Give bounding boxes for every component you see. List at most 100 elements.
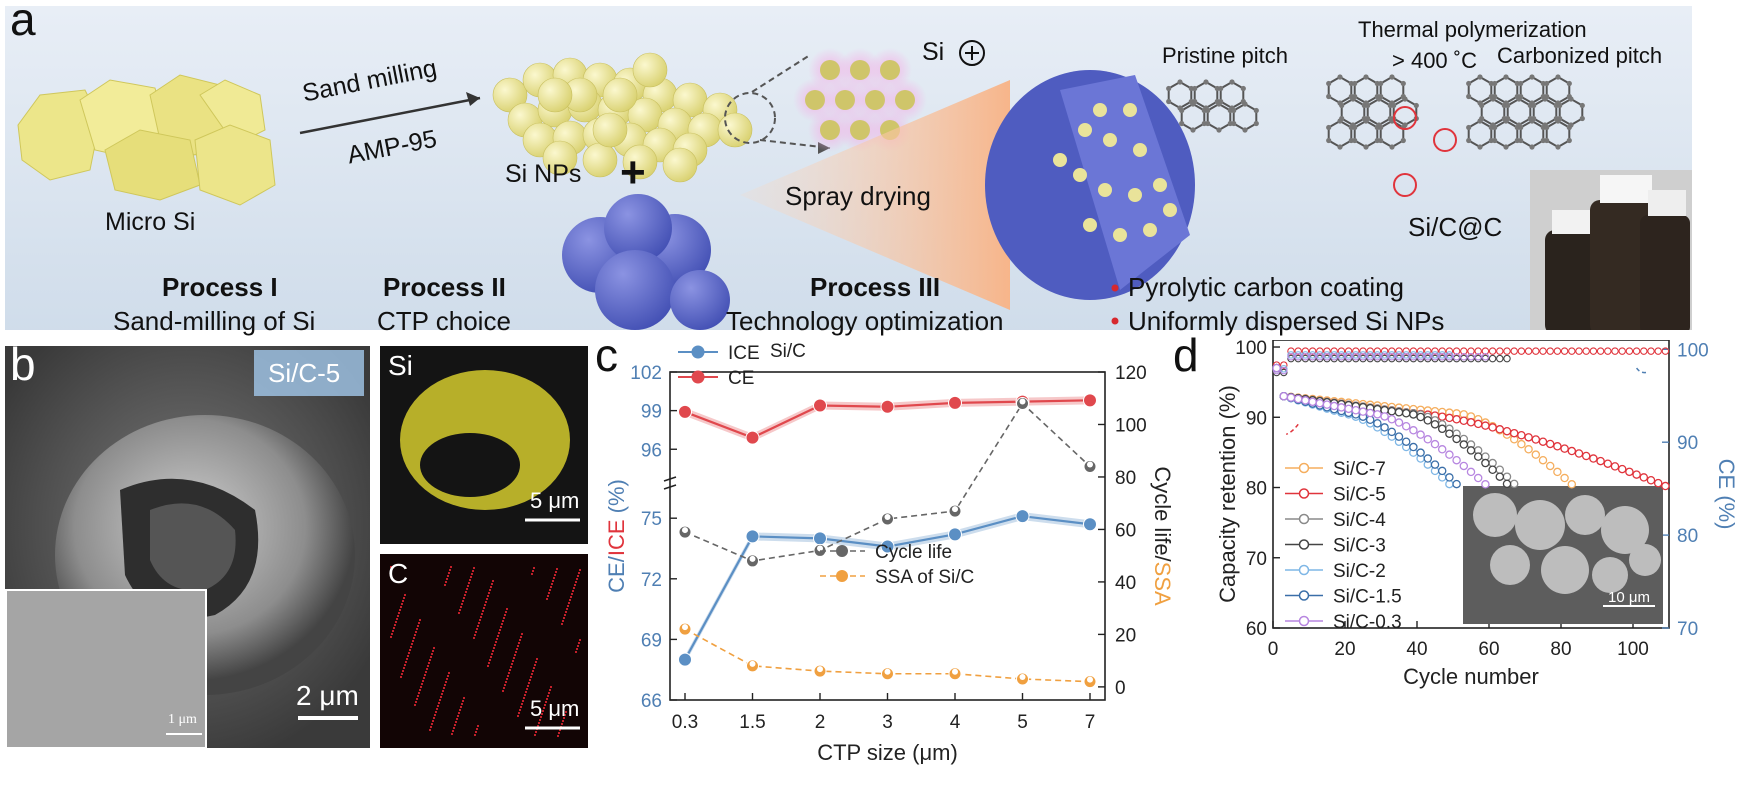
x-tick-label: 5 (1017, 712, 1028, 733)
ce-point (1359, 352, 1367, 361)
capacity-point (1481, 458, 1490, 468)
capacity-point (1596, 456, 1605, 466)
left-axis-title: CE/ICE (%) (604, 479, 629, 593)
right-tick-label: 0 (1115, 678, 1126, 699)
legend-label: ICE (728, 343, 760, 364)
x-tick-label: 80 (1550, 639, 1571, 660)
capacity-point (1416, 448, 1425, 457)
scale-bar-main: 2 μm (296, 680, 359, 711)
data-point-highlight (817, 666, 823, 673)
data-point (948, 395, 962, 410)
data-point (678, 404, 692, 419)
sample-tag-text: Si/C-5 (268, 358, 341, 388)
capacity-point (1625, 467, 1634, 477)
ce-point (1496, 354, 1504, 363)
data-point-highlight (1087, 461, 1093, 468)
data-point-highlight (884, 513, 891, 520)
pristine-pitch-label: Pristine pitch (1162, 43, 1288, 68)
ce-point (1323, 347, 1331, 355)
capacity-point (1401, 437, 1411, 446)
inset-particle (1473, 493, 1517, 537)
capacity-point (1567, 480, 1577, 489)
capacity-point (1445, 429, 1454, 438)
capacity-point (1293, 394, 1303, 404)
capacity-point (1394, 432, 1404, 441)
capacity-point (1315, 398, 1325, 408)
plus-sign: + (620, 148, 646, 197)
ce-point (1582, 347, 1590, 355)
axis-break-mark (663, 484, 677, 490)
capacity-point (1416, 412, 1425, 422)
capacity-point (1423, 435, 1433, 444)
ce-point (1445, 352, 1454, 361)
ce-point (1438, 352, 1446, 361)
ce-point (1445, 347, 1454, 355)
legend-marker (691, 370, 705, 384)
ce-point (1308, 352, 1317, 361)
capacity-point (1387, 427, 1397, 437)
capacity-point (1445, 473, 1454, 482)
data-point (1015, 509, 1030, 524)
ce-point (1308, 347, 1317, 355)
ce-point (1517, 347, 1526, 355)
capacity-point (1401, 421, 1411, 431)
panel-c-label: c (595, 329, 618, 381)
capacity-point (1344, 404, 1353, 414)
capacity-point (1308, 397, 1317, 407)
ce-point (1380, 347, 1389, 355)
panel-b-label: b (10, 338, 36, 390)
ce-point (1316, 347, 1324, 355)
micro-si-illustration (17, 74, 276, 206)
data-point (745, 430, 760, 445)
data-point-highlight (1087, 676, 1093, 683)
left-tick-label: 80 (1246, 479, 1267, 500)
inset-particle (1490, 545, 1530, 585)
legend-marker (1298, 539, 1310, 550)
left-tick-label: 75 (641, 509, 662, 530)
left-tick-label: 100 (1235, 340, 1267, 359)
capacity-point (1430, 420, 1440, 429)
capacity-point (1646, 475, 1656, 485)
legend-label: Si/C-7 (1333, 459, 1386, 480)
inset-particle (1592, 557, 1628, 593)
x-tick-label: 40 (1406, 639, 1427, 660)
data-point-highlight (817, 545, 823, 552)
ce-point (1380, 352, 1389, 361)
ce-point (1416, 347, 1425, 355)
scale-bar-inset: 1 μm (168, 712, 197, 727)
capacity-point (1459, 440, 1469, 449)
ce-point (1287, 352, 1295, 361)
capacity-point (1437, 412, 1447, 421)
capacity-point (1639, 473, 1649, 482)
ce-point (1431, 352, 1439, 361)
inset-particle (1629, 544, 1661, 576)
ce-point (1409, 347, 1418, 355)
panel-c-chart: 66 69 72 75 96 99 102 0 20 40 60 80 100 120 0.3 1.5 2 3 4 5… (604, 341, 1175, 765)
capacity-point (1495, 465, 1505, 475)
right-tick-label: 40 (1115, 573, 1136, 594)
left-tick-label: 102 (630, 363, 662, 384)
carbonized-pitch-label: Carbonized pitch (1497, 43, 1663, 68)
ce-point (1294, 347, 1302, 355)
left-tick-label: 69 (641, 630, 662, 651)
capacity-point (1517, 430, 1526, 440)
legend-label: Si/C-4 (1333, 510, 1386, 531)
x-tick-label: 60 (1478, 639, 1499, 660)
capacity-point (1337, 403, 1346, 412)
process2-title: Process II (383, 272, 506, 302)
right-axis-title: Cycle life/SSA (1150, 466, 1175, 606)
capacity-point (1373, 419, 1382, 428)
panel-b: b Si/C-5 2 μm 1 μm Si C 5 μm 5 μm (0, 338, 600, 782)
ce-point (1625, 347, 1634, 355)
bullet-1-text: Pyrolytic carbon coating (1128, 272, 1405, 302)
capacity-point (1488, 423, 1497, 432)
capacity-point (1603, 459, 1613, 468)
ce-point (1301, 347, 1310, 355)
data-point-highlight (1019, 398, 1026, 405)
ce-point (1280, 361, 1288, 369)
capacity-point (1445, 413, 1454, 423)
ce-point (1481, 347, 1490, 355)
right-tick-label: 80 (1115, 468, 1136, 489)
right-tick-label: 90 (1677, 433, 1698, 454)
ce-point (1409, 352, 1418, 361)
